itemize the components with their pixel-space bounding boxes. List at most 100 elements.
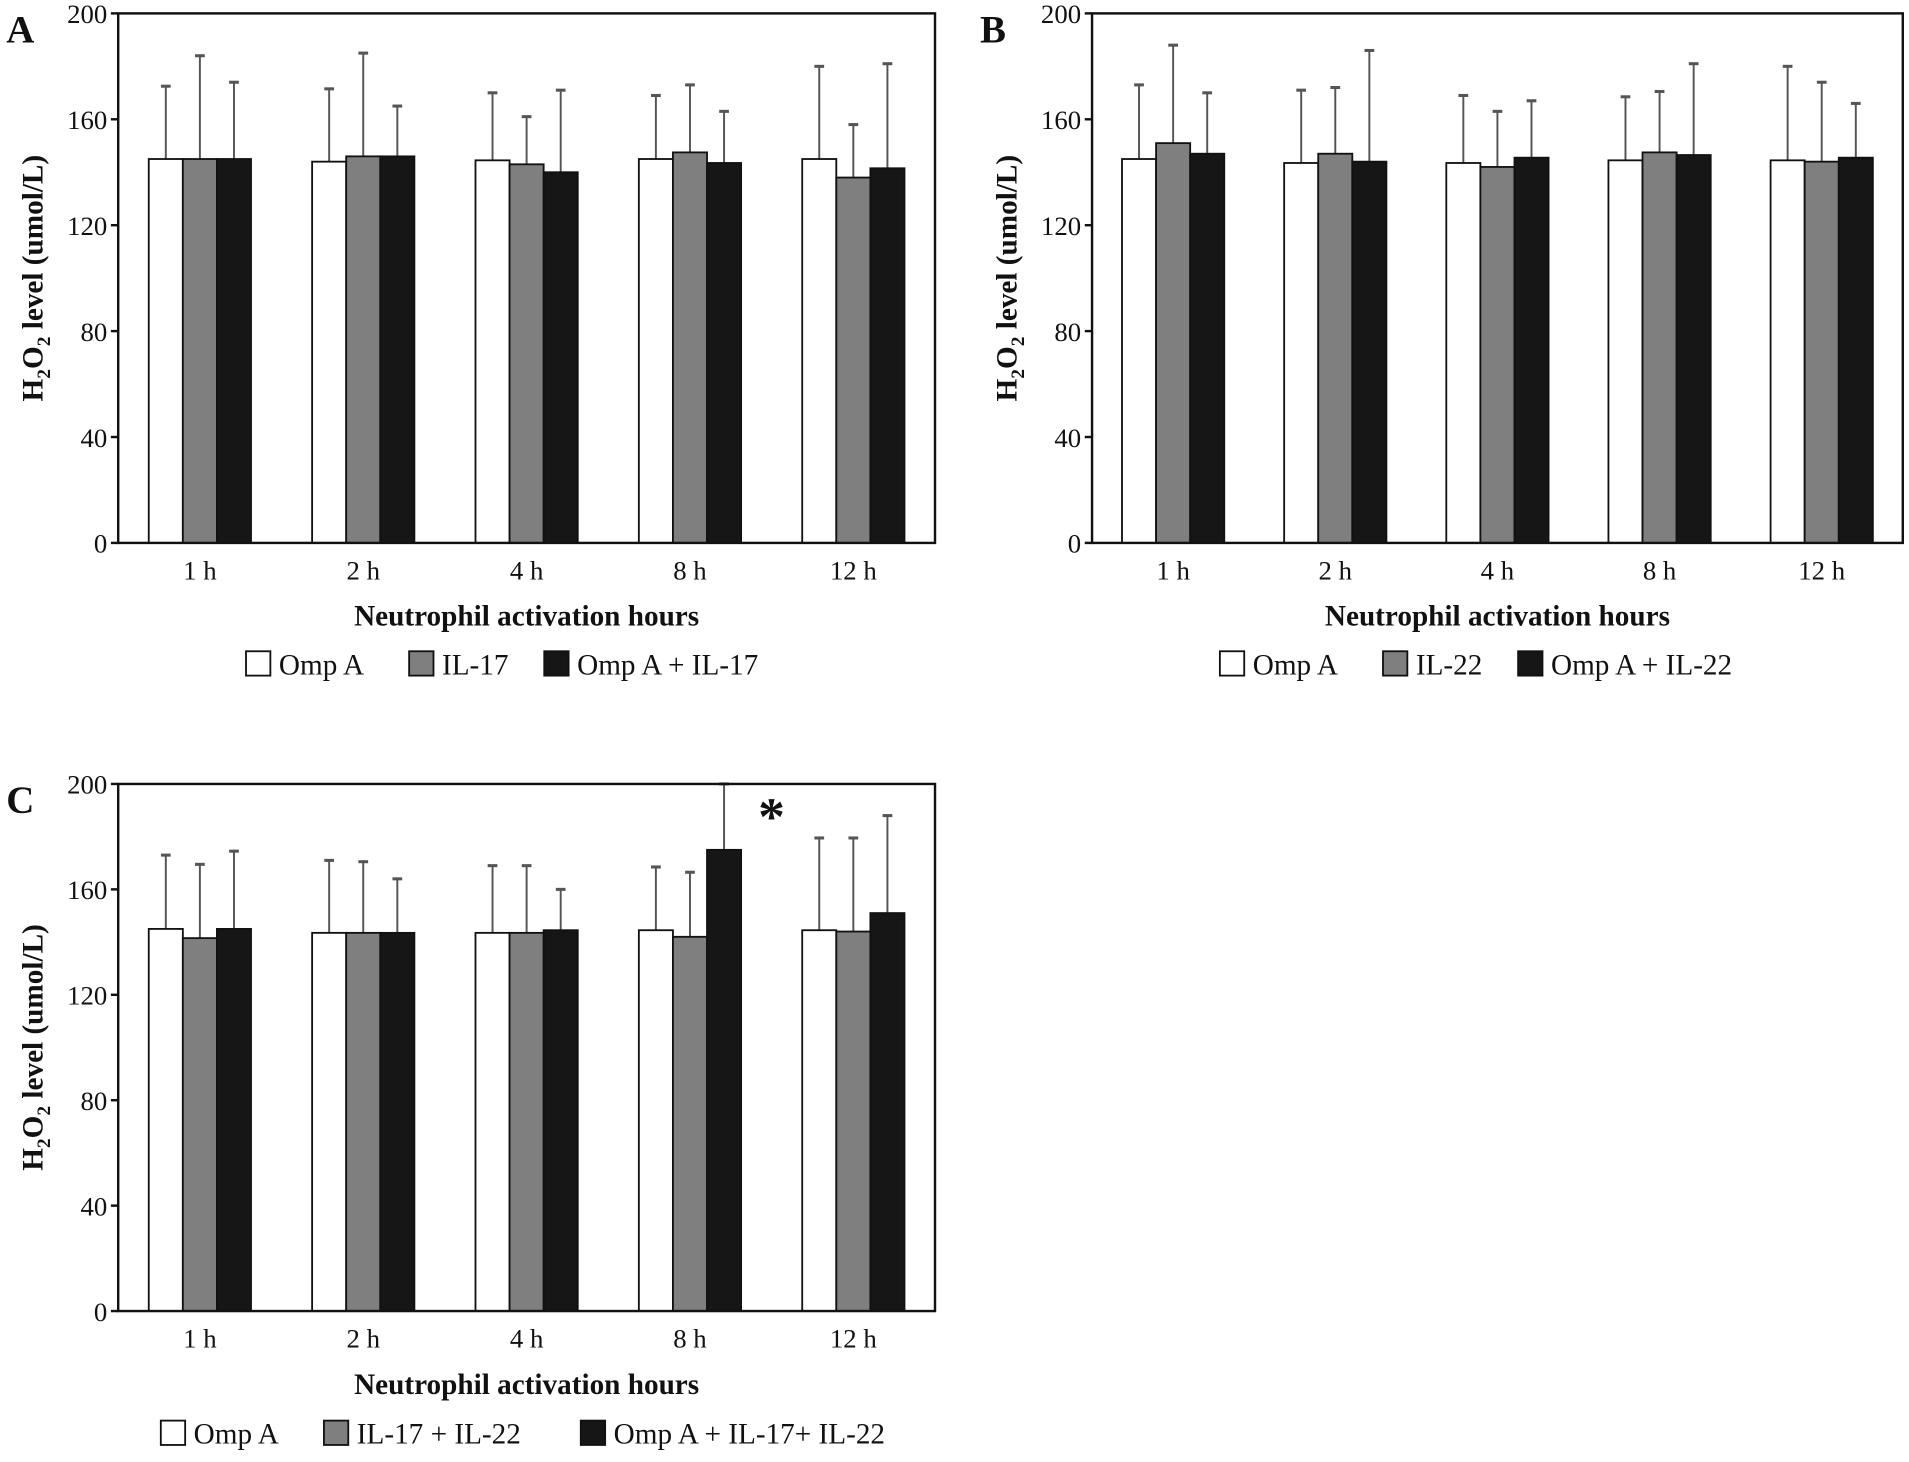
y-tick-label: 120 (67, 981, 107, 1011)
x-tick-label: 12 h (1798, 555, 1845, 585)
y-tick-label: 160 (67, 875, 107, 905)
x-tick-label: 4 h (1481, 555, 1515, 585)
y-tick-label: 40 (1054, 423, 1081, 453)
y-tick-label: 40 (80, 1191, 107, 1221)
x-tick-label: 8 h (673, 555, 707, 585)
y-tick-label: 0 (94, 529, 107, 559)
y-tick-label: 160 (1041, 105, 1081, 135)
y-axis-label: H2O2 level (umol/L) (18, 924, 55, 1171)
bar (311, 160, 348, 544)
bar (345, 931, 382, 1312)
bar (869, 167, 906, 544)
legend-label: Omp A + IL-22 (1551, 649, 1732, 681)
x-tick-label: 8 h (673, 1324, 707, 1354)
bar (311, 931, 348, 1312)
plot-frame (116, 782, 937, 1313)
bar (1479, 166, 1516, 544)
y-axis-label-part: H (18, 378, 50, 401)
legend-label: IL-22 (1416, 649, 1483, 681)
y-tick-label: 160 (67, 105, 107, 135)
panel-label: A (6, 9, 34, 52)
legend-swatch (1517, 650, 1544, 677)
panel-a: 0 40 80 120 160 200 1 h 2 h 4 h 8 h 12 h Neutrophil… (6, 0, 937, 681)
plot-frame (1090, 12, 1905, 545)
bar (706, 162, 743, 544)
y-axis-label-part: O (18, 346, 50, 369)
bar (672, 935, 708, 1312)
y-tick-label: 80 (1054, 317, 1081, 347)
subscript: 2 (34, 369, 55, 379)
bar (1351, 160, 1388, 544)
bar (1675, 154, 1712, 544)
bar (1513, 156, 1550, 544)
legend-swatch (1382, 650, 1409, 677)
bar (474, 931, 511, 1312)
bar (1121, 158, 1158, 544)
bar (1607, 159, 1644, 544)
bar (216, 927, 252, 1312)
y-tick-label: 120 (67, 211, 107, 241)
bar (147, 158, 184, 544)
legend-label: Omp A (1253, 649, 1338, 681)
y-axis-label-part: level (umol/L) (18, 924, 50, 1106)
bar (835, 930, 872, 1312)
y-tick-label: 0 (94, 1297, 107, 1327)
bar (672, 151, 708, 544)
bar (1189, 152, 1226, 544)
y-tick-label: 120 (1041, 211, 1081, 241)
bar (801, 158, 838, 544)
x-tick-label: 8 h (1643, 555, 1677, 585)
bar (379, 931, 416, 1312)
x-tick-label: 12 h (830, 1324, 877, 1354)
bar (869, 912, 906, 1312)
legend-label: IL-17 (442, 649, 509, 681)
bar (637, 158, 674, 544)
subscript: 2 (34, 1106, 55, 1116)
y-tick-label: 80 (80, 317, 107, 347)
subscript: 2 (34, 1138, 55, 1148)
bar (474, 159, 511, 544)
x-tick-label: 1 h (1156, 555, 1190, 585)
panel-label: B (980, 9, 1006, 52)
legend-swatch (543, 650, 570, 677)
y-axis-label: H2O2 level (umol/L) (992, 155, 1029, 402)
bar (637, 929, 674, 1312)
bar (1837, 156, 1874, 544)
bar (379, 155, 416, 544)
x-tick-label: 2 h (1319, 555, 1353, 585)
legend-label: Omp A (194, 1419, 279, 1451)
bar (1317, 152, 1354, 544)
panel-b: 0 40 80 120 160 200 1 h 2 h 4 h 8 h 12 h Neutrophil… (980, 0, 1905, 681)
x-axis-label: Neutrophil activation hours (354, 1369, 699, 1401)
y-axis-label-part: H (992, 378, 1024, 401)
bar (216, 158, 252, 544)
y-axis-label-part: O (992, 346, 1024, 369)
x-axis-label: Neutrophil activation hours (1325, 601, 1670, 633)
x-tick-label: 2 h (347, 1324, 381, 1354)
panel-label: C (6, 779, 34, 822)
x-tick-label: 4 h (510, 1324, 544, 1354)
x-tick-label: 1 h (183, 1324, 217, 1354)
bar (1155, 142, 1192, 544)
legend-swatch (323, 1419, 350, 1446)
y-tick-label: 40 (80, 423, 107, 453)
y-tick-label: 200 (67, 0, 107, 29)
x-tick-label: 1 h (183, 555, 217, 585)
bar (1283, 162, 1320, 544)
bar (147, 927, 184, 1312)
bar (181, 158, 218, 544)
legend-swatch (245, 650, 272, 677)
subscript: 2 (1008, 369, 1029, 379)
x-tick-label: 12 h (830, 555, 877, 585)
plot-frame (116, 12, 937, 545)
x-axis-label: Neutrophil activation hours (354, 601, 699, 633)
x-tick-label: 4 h (510, 555, 544, 585)
legend-swatch (408, 650, 435, 677)
x-tick-label: 2 h (347, 555, 381, 585)
legend-label: Omp A + IL-17 (577, 649, 758, 681)
bar (1803, 160, 1840, 544)
y-tick-label: 80 (80, 1086, 107, 1116)
y-axis-label-part: level (umol/L) (18, 155, 50, 337)
bar (1769, 159, 1806, 544)
bar (508, 931, 545, 1312)
